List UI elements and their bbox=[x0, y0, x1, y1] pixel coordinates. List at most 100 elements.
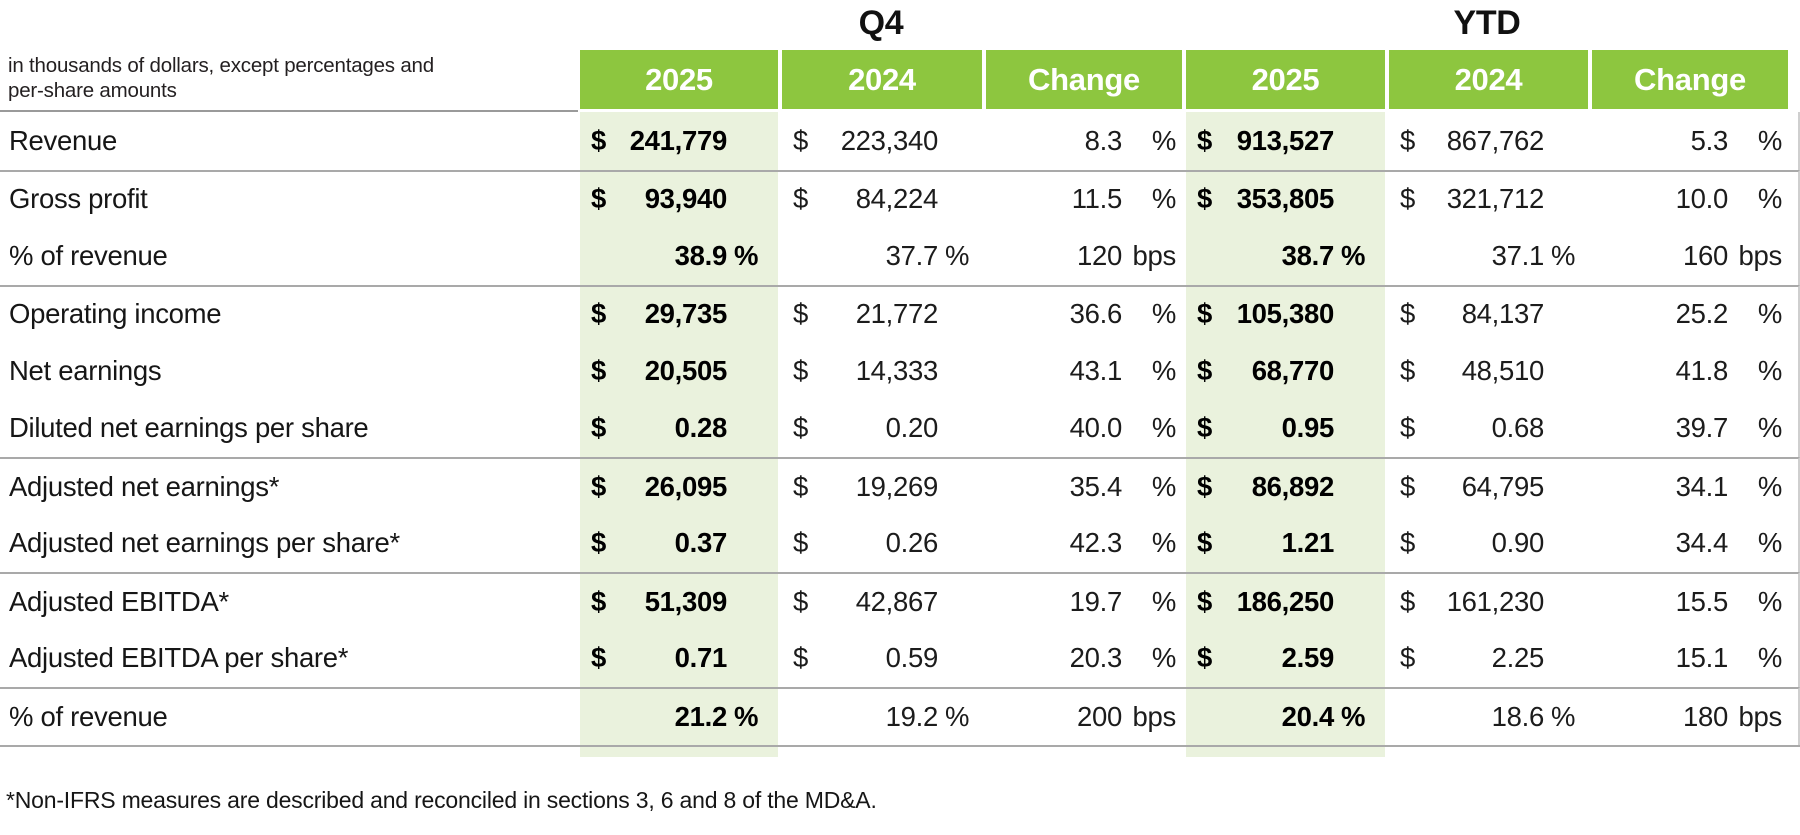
cell-ytd-change: 15.5% bbox=[1590, 574, 1790, 630]
row-label: Net earnings bbox=[9, 354, 162, 386]
change-value: 25.2 bbox=[1675, 298, 1729, 330]
cell-ytd-change: 39.7% bbox=[1590, 400, 1790, 458]
change-value: 42.3 bbox=[1069, 527, 1123, 559]
currency-symbol: $ bbox=[1400, 642, 1415, 674]
cell-q4-2024: $0.26 bbox=[780, 515, 984, 573]
cell-value: 84,137 bbox=[1461, 298, 1545, 330]
cell-value: 867,762 bbox=[1446, 124, 1545, 156]
currency-symbol: $ bbox=[793, 298, 808, 330]
change-value: 5.3 bbox=[1690, 124, 1729, 156]
cell-ytd-2024: $161,230 bbox=[1387, 574, 1590, 630]
change-unit: % bbox=[1151, 124, 1176, 156]
row-label: Adjusted net earnings per share* bbox=[9, 527, 400, 559]
change-value: 40.0 bbox=[1069, 412, 1123, 444]
currency-symbol: $ bbox=[1197, 298, 1212, 330]
row-label: % of revenue bbox=[9, 700, 168, 732]
change-value: 41.8 bbox=[1675, 354, 1729, 386]
cell-value: 38.9 bbox=[674, 239, 728, 271]
change-value: 11.5 bbox=[1071, 183, 1123, 215]
col-header-q4-2025: 2025 bbox=[578, 50, 780, 112]
change-value: 43.1 bbox=[1069, 354, 1123, 386]
cell-q4-2025: $0.37 bbox=[578, 514, 780, 572]
cell-q4-2025: $20,505 bbox=[578, 342, 780, 400]
cell-ytd-2025: $0.95 bbox=[1184, 399, 1387, 457]
caption-line-2: per-share amounts bbox=[8, 79, 177, 102]
tail-spacer bbox=[0, 747, 578, 757]
currency-symbol: $ bbox=[591, 470, 606, 502]
cell-ytd-2025: $68,770 bbox=[1184, 342, 1387, 400]
change-value: 19.7 bbox=[1069, 585, 1123, 617]
cell-unit: % bbox=[1341, 700, 1366, 732]
change-unit: bps bbox=[1132, 700, 1177, 732]
cell-ytd-2024: $2.25 bbox=[1387, 630, 1590, 688]
currency-symbol: $ bbox=[1400, 527, 1415, 559]
change-value: 39.7 bbox=[1675, 412, 1729, 444]
cell-value: 20,505 bbox=[644, 354, 728, 386]
row-label: Diluted net earnings per share bbox=[9, 412, 369, 444]
cell-q4-2025: $93,940 bbox=[578, 171, 780, 227]
cell-ytd-change: 10.0% bbox=[1590, 172, 1790, 228]
col-header-ytd-2025: 2025 bbox=[1184, 50, 1387, 112]
cell-value: 93,940 bbox=[644, 183, 728, 215]
currency-symbol: $ bbox=[1400, 585, 1415, 617]
cell-value: 29,735 bbox=[644, 298, 728, 330]
cell-value: 0.37 bbox=[674, 527, 728, 559]
currency-symbol: $ bbox=[591, 183, 606, 215]
cell-value: 0.95 bbox=[1281, 412, 1335, 444]
currency-symbol: $ bbox=[1197, 470, 1212, 502]
currency-symbol: $ bbox=[591, 642, 606, 674]
cell-value: 0.20 bbox=[885, 412, 939, 444]
cell-value: 42,867 bbox=[855, 585, 939, 617]
currency-symbol: $ bbox=[1400, 298, 1415, 330]
change-unit: % bbox=[1757, 585, 1782, 617]
table-row: Gross profit $93,940 $84,224 11.5% $353,805 $… bbox=[0, 169, 1800, 228]
tail-spacer bbox=[984, 747, 1184, 757]
cell-value: 19,269 bbox=[855, 470, 939, 502]
cell-value: 186,250 bbox=[1236, 585, 1335, 617]
change-value: 35.4 bbox=[1069, 470, 1123, 502]
currency-symbol: $ bbox=[1197, 527, 1212, 559]
cell-q4-change: 8.3% bbox=[984, 112, 1184, 170]
cell-ytd-2025: $186,250 bbox=[1184, 574, 1387, 630]
table-row: Net earnings $20,505 $14,333 43.1% $68,770 $4… bbox=[0, 342, 1800, 400]
cell-q4-2024: $0.20 bbox=[780, 400, 984, 458]
cell-ytd-2025: 20.4% bbox=[1184, 689, 1387, 745]
column-header-row: in thousands of dollars, except percenta… bbox=[0, 50, 1800, 112]
cell-q4-2024: $42,867 bbox=[780, 574, 984, 630]
table-body: Revenue $241,779 $223,340 8.3% $913,527 $867,… bbox=[0, 112, 1800, 745]
cell-unit: % bbox=[945, 239, 970, 271]
col-header-q4-2024: 2024 bbox=[780, 50, 984, 112]
cell-q4-2025: 21.2% bbox=[578, 689, 780, 745]
change-unit: bps bbox=[1132, 239, 1177, 271]
row-label: % of revenue bbox=[9, 239, 168, 271]
row-label: Adjusted EBITDA* bbox=[9, 585, 229, 617]
cell-value: 0.59 bbox=[885, 642, 939, 674]
currency-symbol: $ bbox=[1400, 412, 1415, 444]
col-header-ytd-change: Change bbox=[1590, 50, 1790, 112]
currency-symbol: $ bbox=[793, 354, 808, 386]
caption-line-1: in thousands of dollars, except percenta… bbox=[8, 54, 434, 77]
change-unit: % bbox=[1151, 470, 1176, 502]
cell-ytd-2025: 38.7% bbox=[1184, 227, 1387, 285]
change-unit: % bbox=[1757, 183, 1782, 215]
cell-q4-2025: 38.9% bbox=[578, 227, 780, 285]
cell-value: 241,779 bbox=[629, 124, 728, 156]
cell-ytd-2024: $84,137 bbox=[1387, 287, 1590, 343]
cell-q4-2025: $29,735 bbox=[578, 286, 780, 342]
group-header-spacer bbox=[0, 0, 578, 50]
cell-q4-2024: $21,772 bbox=[780, 287, 984, 343]
change-unit: % bbox=[1757, 124, 1782, 156]
cell-value: 913,527 bbox=[1236, 124, 1335, 156]
cell-q4-change: 43.1% bbox=[984, 342, 1184, 400]
row-label: Gross profit bbox=[9, 183, 148, 215]
row-label: Revenue bbox=[9, 124, 117, 156]
cell-ytd-change: 160 bps bbox=[1590, 227, 1790, 285]
cell-ytd-change: 34.4% bbox=[1590, 515, 1790, 573]
row-label: Operating income bbox=[9, 298, 222, 330]
change-value: 180 bbox=[1683, 700, 1728, 732]
tail-spacer bbox=[1387, 747, 1590, 757]
group-header-q4: Q4 bbox=[858, 4, 904, 42]
change-unit: % bbox=[1757, 354, 1782, 386]
currency-symbol: $ bbox=[1400, 354, 1415, 386]
